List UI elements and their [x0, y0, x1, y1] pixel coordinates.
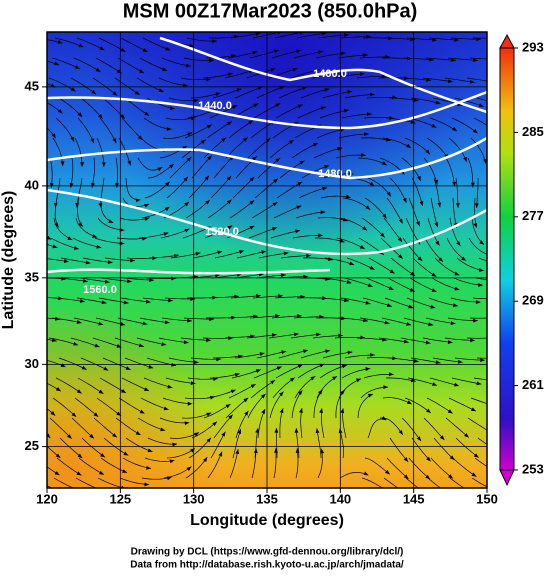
- streamline-arrow: [495, 316, 500, 320]
- y-tick-label: 45: [25, 78, 39, 93]
- x-tick-label: 140: [329, 491, 351, 506]
- contour-label: 1560.0: [83, 284, 117, 296]
- x-axis-label: Longitude (degrees): [190, 512, 344, 529]
- x-tick-label: 120: [36, 491, 58, 506]
- y-axis-label: Latitude (degrees): [0, 191, 17, 330]
- streamline-arrow: [492, 336, 497, 340]
- contour-label: 1520.0: [205, 226, 239, 238]
- streamline-arrow: [495, 57, 500, 61]
- streamline: [31, 138, 46, 164]
- colorbar-tick-label: 293: [522, 39, 544, 54]
- x-tick-label: 135: [256, 491, 278, 506]
- streamline-arrow: [34, 203, 38, 208]
- plot-area: 1400.0 1440.0 1480.0 1520.0 1560.0: [27, 31, 508, 497]
- streamline-arrow: [487, 253, 492, 257]
- colorbar: [500, 35, 514, 485]
- contour-label: 1480.0: [318, 168, 352, 180]
- colorbar-tick-label: 277: [522, 208, 544, 223]
- colorbar-scale: [500, 48, 514, 470]
- streamline-arrow: [470, 491, 475, 495]
- y-tick-label: 25: [25, 438, 39, 453]
- streamline-arrow: [488, 430, 493, 434]
- streamline-arrow: [492, 80, 497, 84]
- contour-label: 1440.0: [198, 100, 232, 112]
- streamline-arrow: [494, 130, 499, 135]
- x-tick-label: 150: [476, 491, 498, 506]
- credit: Drawing by DCL (https://www.gfd-dennou.o…: [131, 547, 404, 558]
- contour-label: 1400.0: [313, 68, 347, 80]
- colorbar-extend-top: [500, 35, 514, 48]
- colorbar-tick-label: 285: [522, 124, 544, 139]
- streamline: [34, 198, 38, 227]
- colorbar-tick-label: 269: [522, 293, 544, 308]
- colorbar-tick-label: 261: [522, 377, 544, 392]
- x-tick-label: 125: [109, 491, 131, 506]
- streamline-arrow: [425, 492, 430, 496]
- streamline-arrow: [495, 470, 500, 474]
- x-tick-label: 130: [183, 491, 205, 506]
- x-tick-label: 145: [403, 491, 425, 506]
- y-tick-label: 40: [25, 177, 39, 192]
- streamline-arrow: [494, 404, 499, 408]
- colorbar-tick-label: 253: [522, 461, 544, 476]
- y-tick-label: 30: [25, 356, 39, 371]
- streamline-arrow: [43, 159, 47, 164]
- streamline-arrow: [498, 36, 503, 40]
- streamline-arrow: [34, 222, 38, 227]
- chart-title: MSM 00Z17Mar2023 (850.0hPa): [123, 0, 418, 22]
- y-tick-label: 35: [25, 269, 39, 284]
- credit: Data from http://database.rish.kyoto-u.a…: [130, 560, 404, 571]
- colorbar-extend-bottom: [500, 470, 514, 485]
- streamline-arrow: [447, 492, 452, 496]
